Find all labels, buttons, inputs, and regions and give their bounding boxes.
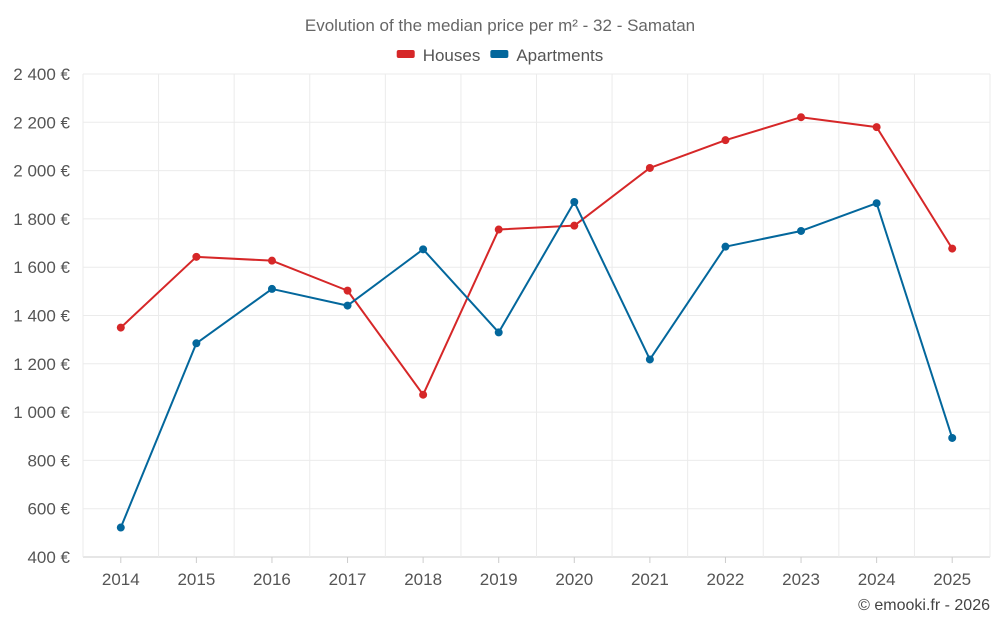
data-point-apartments[interactable] — [267, 284, 276, 293]
legend-swatch — [396, 50, 415, 58]
data-point-houses[interactable] — [645, 163, 654, 172]
data-point-apartments[interactable] — [192, 339, 201, 348]
data-point-apartments[interactable] — [116, 523, 125, 532]
x-tick-label: 2022 — [707, 570, 745, 589]
data-point-houses[interactable] — [116, 323, 125, 332]
x-tick-label: 2018 — [404, 570, 442, 589]
y-tick-label: 600 € — [27, 500, 70, 519]
x-tick-label: 2023 — [782, 570, 820, 589]
series-line-apartments[interactable] — [119, 200, 954, 528]
y-tick-label: 1 400 € — [13, 307, 70, 326]
series-line-houses[interactable] — [120, 116, 954, 396]
data-point-apartments[interactable] — [419, 245, 428, 254]
y-tick-label: 400 € — [27, 548, 70, 567]
data-point-houses[interactable] — [494, 225, 503, 234]
series-apartments — [116, 197, 957, 532]
grid — [82, 73, 991, 558]
legend-item-houses[interactable]: Houses — [396, 46, 481, 65]
legend-label: Houses — [423, 46, 481, 65]
y-tick-label: 1 200 € — [13, 355, 70, 374]
data-point-apartments[interactable] — [948, 433, 957, 442]
x-axis: 2014 2015 2016 2017 2018 2019 2020 2021 2022 2023… — [102, 557, 971, 589]
x-tick-label: 2021 — [631, 570, 669, 589]
series-houses — [116, 113, 957, 399]
x-tick-label: 2015 — [177, 570, 215, 589]
data-point-houses[interactable] — [721, 136, 730, 145]
series-group — [116, 113, 957, 532]
y-tick-label: 2 200 € — [13, 113, 70, 132]
y-tick-label: 800 € — [27, 451, 70, 470]
credit: © emooki.fr - 2026 — [858, 597, 990, 614]
legend-swatch — [490, 50, 509, 58]
data-point-apartments[interactable] — [343, 301, 352, 310]
y-tick-label: 2 000 € — [13, 162, 70, 181]
legend-label: Apartments — [516, 46, 603, 65]
data-point-houses[interactable] — [343, 286, 352, 295]
data-point-apartments[interactable] — [645, 355, 654, 364]
data-point-houses[interactable] — [419, 390, 428, 399]
data-point-apartments[interactable] — [872, 199, 881, 208]
x-tick-label: 2019 — [480, 570, 518, 589]
data-point-apartments[interactable] — [721, 242, 730, 251]
legend: Houses Apartments — [396, 46, 603, 65]
x-tick-label: 2014 — [102, 570, 140, 589]
x-tick-label: 2017 — [329, 570, 367, 589]
y-tick-label: 1 000 € — [13, 403, 70, 422]
x-tick-label: 2025 — [933, 570, 971, 589]
data-point-apartments[interactable] — [570, 197, 579, 206]
data-point-houses[interactable] — [872, 123, 881, 132]
data-point-houses[interactable] — [267, 256, 276, 265]
y-tick-label: 2 400 € — [13, 65, 70, 84]
data-point-apartments[interactable] — [797, 226, 806, 235]
x-tick-label: 2016 — [253, 570, 291, 589]
y-tick-label: 1 600 € — [13, 258, 70, 277]
y-tick-label: 1 800 € — [13, 210, 70, 229]
data-point-houses[interactable] — [192, 252, 201, 261]
x-tick-label: 2024 — [858, 570, 896, 589]
data-point-houses[interactable] — [948, 244, 957, 253]
y-axis: 400 € 600 € 800 € 1 000 € 1 200 € 1 400 € 1 60… — [13, 65, 70, 567]
chart-title: Evolution of the median price per m² - 3… — [305, 16, 695, 35]
data-point-apartments[interactable] — [494, 328, 503, 337]
legend-item-apartments[interactable]: Apartments — [490, 46, 603, 65]
data-point-houses[interactable] — [797, 113, 806, 122]
x-tick-label: 2020 — [555, 570, 593, 589]
data-point-houses[interactable] — [570, 221, 579, 230]
